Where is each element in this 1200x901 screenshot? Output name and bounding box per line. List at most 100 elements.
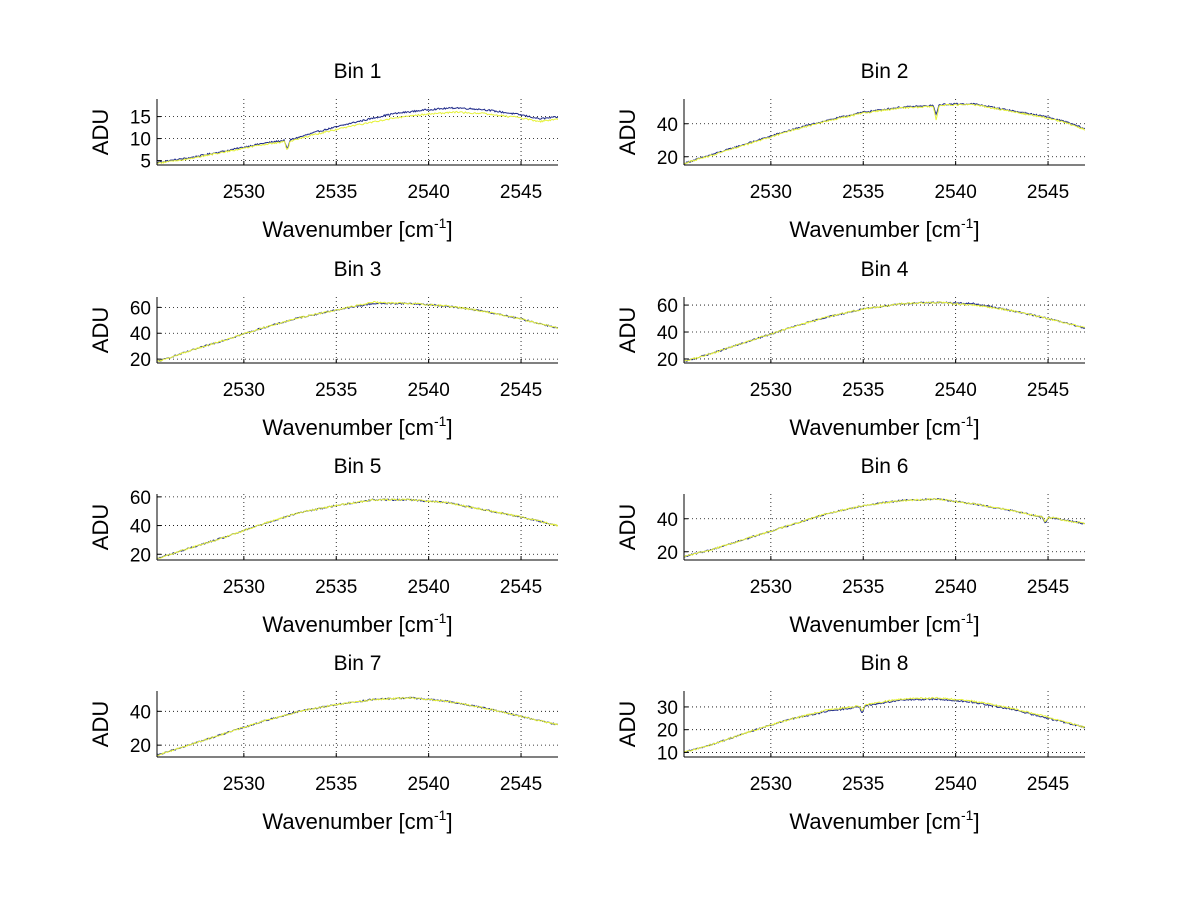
series-line-2 — [157, 498, 558, 559]
x-tick-label: 2530 — [750, 182, 792, 203]
y-tick-label: 60 — [130, 488, 151, 509]
subplot-title: Bin 4 — [861, 258, 909, 281]
subplot-5: 2530 2535 2540 2545 20 40 60 Bin 5 ADU Wavenumber… — [88, 455, 558, 637]
y-tick-label: 40 — [130, 324, 151, 345]
y-tick-label: 10 — [130, 130, 151, 151]
x-axis-label-superscript: -1 — [434, 807, 447, 823]
series-group — [157, 498, 558, 559]
x-axis-label-superscript: -1 — [434, 610, 447, 626]
series-line-2 — [684, 301, 1085, 362]
series-line-1 — [684, 301, 1085, 363]
x-tick-label: 2540 — [408, 182, 450, 203]
x-tick-label: 2540 — [935, 577, 977, 598]
x-tick-label: 2535 — [315, 380, 357, 401]
y-axis-label: ADU — [88, 504, 113, 550]
y-tick-label: 40 — [657, 115, 678, 136]
subplot-6: 2530 2535 2540 2545 20 40 Bin 6 ADU Wavenumber [… — [615, 455, 1085, 637]
x-axis-label: Wavenumber [cm-1] — [262, 807, 452, 834]
series-line-2 — [157, 110, 558, 164]
x-axis-label-end: ] — [973, 612, 979, 637]
subplot-2: 2530 2535 2540 2545 20 40 Bin 2 ADU Wavenumber [… — [615, 60, 1085, 242]
subplot-title: Bin 2 — [861, 60, 909, 83]
y-tick-label: 5 — [140, 152, 151, 173]
x-tick-label: 2530 — [750, 774, 792, 795]
series-group — [684, 102, 1085, 165]
y-tick-label: 30 — [657, 698, 678, 719]
y-axis-label: ADU — [615, 109, 640, 155]
y-tick-label: 20 — [130, 350, 151, 371]
x-axis-label-end: ] — [973, 415, 979, 440]
x-axis-label-end: ] — [973, 809, 979, 834]
series-line-1 — [157, 106, 558, 164]
series-line-1 — [157, 696, 558, 756]
y-tick-label: 40 — [130, 517, 151, 538]
subplot-title: Bin 7 — [334, 652, 382, 675]
x-tick-label: 2530 — [750, 577, 792, 598]
y-tick-label: 20 — [657, 148, 678, 169]
x-axis-label-superscript: -1 — [434, 413, 447, 429]
y-tick-label: 15 — [130, 108, 151, 129]
y-axis-label: ADU — [615, 504, 640, 550]
y-tick-label: 10 — [657, 743, 678, 764]
x-tick-label: 2545 — [1027, 577, 1069, 598]
y-tick-label: 20 — [657, 543, 678, 564]
series-line-2 — [684, 696, 1085, 753]
x-tick-label: 2540 — [408, 774, 450, 795]
x-axis-label-superscript: -1 — [961, 215, 974, 231]
series-group — [684, 301, 1085, 363]
x-tick-label: 2540 — [935, 380, 977, 401]
x-axis-label: Wavenumber [cm-1] — [789, 610, 979, 637]
series-line-2 — [157, 301, 558, 363]
series-line-1 — [684, 497, 1085, 558]
subplot-title: Bin 6 — [861, 455, 909, 478]
series-line-1 — [157, 498, 558, 559]
x-axis-label-end: ] — [446, 217, 452, 242]
x-axis-label-main: Wavenumber [cm — [789, 415, 961, 440]
x-tick-label: 2535 — [842, 182, 884, 203]
series-line-2 — [684, 497, 1085, 558]
x-tick-label: 2540 — [408, 380, 450, 401]
x-tick-label: 2535 — [315, 774, 357, 795]
x-tick-label: 2535 — [842, 577, 884, 598]
x-tick-label: 2535 — [315, 182, 357, 203]
x-tick-label: 2530 — [223, 577, 265, 598]
x-axis-label-superscript: -1 — [961, 610, 974, 626]
x-tick-label: 2540 — [935, 182, 977, 203]
series-group — [157, 106, 558, 164]
x-tick-label: 2545 — [500, 380, 542, 401]
x-axis-label-end: ] — [446, 809, 452, 834]
series-line-2 — [684, 103, 1085, 165]
y-axis-label: ADU — [88, 701, 113, 747]
y-axis-label: ADU — [615, 701, 640, 747]
x-axis-label-superscript: -1 — [961, 413, 974, 429]
x-tick-label: 2545 — [1027, 182, 1069, 203]
y-tick-label: 20 — [657, 350, 678, 371]
series-group — [684, 696, 1085, 753]
x-tick-label: 2545 — [1027, 380, 1069, 401]
subplot-title: Bin 1 — [334, 60, 382, 83]
x-axis-label: Wavenumber [cm-1] — [789, 807, 979, 834]
y-tick-label: 20 — [657, 721, 678, 742]
y-axis-label: ADU — [88, 307, 113, 353]
x-tick-label: 2545 — [500, 774, 542, 795]
y-axis-label: ADU — [88, 109, 113, 155]
x-axis-label: Wavenumber [cm-1] — [262, 610, 452, 637]
x-tick-label: 2530 — [223, 774, 265, 795]
series-line-1 — [684, 697, 1085, 753]
x-tick-label: 2535 — [315, 577, 357, 598]
x-axis-label: Wavenumber [cm-1] — [789, 215, 979, 242]
x-axis-label: Wavenumber [cm-1] — [262, 413, 452, 440]
series-group — [157, 301, 558, 363]
x-axis-label-main: Wavenumber [cm — [789, 612, 961, 637]
x-tick-label: 2530 — [223, 182, 265, 203]
subplot-4: 2530 2535 2540 2545 20 40 60 Bin 4 ADU Wavenumber… — [615, 258, 1085, 440]
x-axis-label-superscript: -1 — [434, 215, 447, 231]
y-tick-label: 20 — [130, 545, 151, 566]
x-axis-label-end: ] — [446, 612, 452, 637]
subplot-7: 2530 2535 2540 2545 20 40 Bin 7 ADU Wavenumber [… — [88, 652, 558, 834]
x-tick-label: 2545 — [500, 182, 542, 203]
x-axis-label-superscript: -1 — [961, 807, 974, 823]
subplot-title: Bin 8 — [861, 652, 909, 675]
x-tick-label: 2530 — [750, 380, 792, 401]
